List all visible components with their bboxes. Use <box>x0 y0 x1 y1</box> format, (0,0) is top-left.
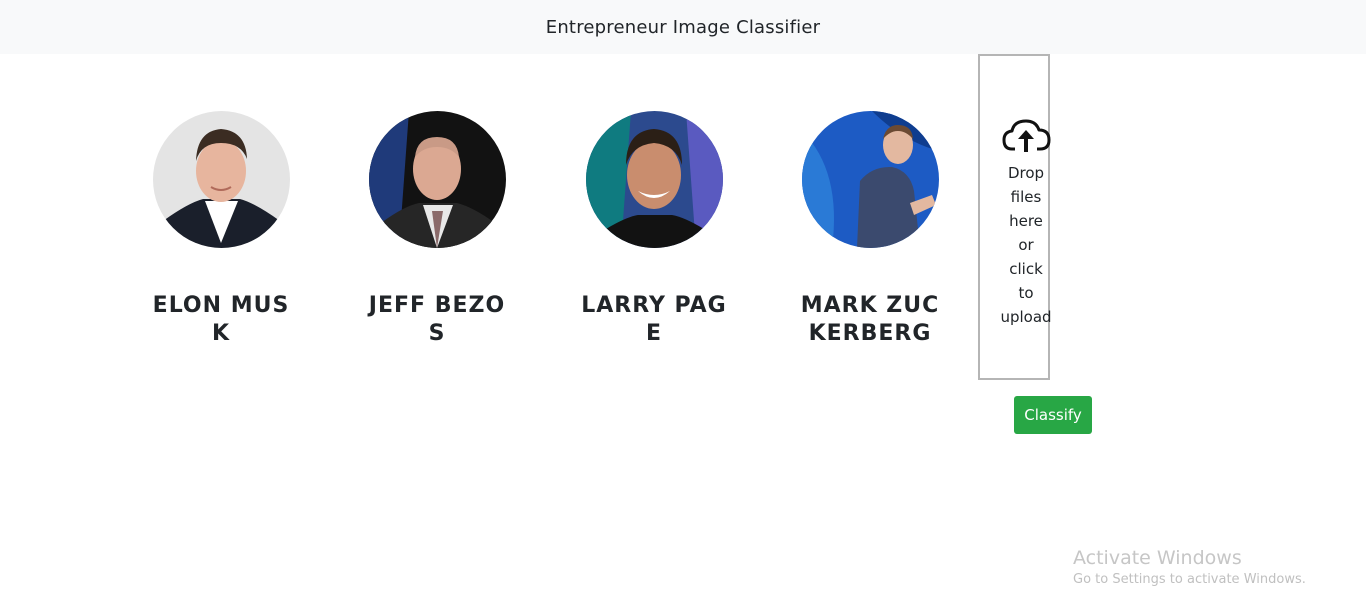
navbar: Entrepreneur Image Classifier <box>0 0 1366 54</box>
classify-button[interactable]: Classify <box>1014 396 1092 434</box>
person-card-larry-page: LARRY PAGE <box>574 111 734 348</box>
dropzone-label: Drop files here or click to upload <box>1000 164 1052 326</box>
person-card-elon-musk: ELON MUSK <box>141 111 301 348</box>
app-title: Entrepreneur Image Classifier <box>545 16 821 38</box>
watermark-subtitle: Go to Settings to activate Windows. <box>1073 572 1306 587</box>
mark-zuckerberg-photo <box>801 111 939 248</box>
person-card-mark-zuckerberg: MARK ZUCKERBERG <box>790 111 950 348</box>
watermark-title: Activate Windows <box>1073 547 1242 569</box>
person-card-jeff-bezos: JEFF BEZOS <box>357 111 517 348</box>
person-name: MARK ZUCKERBERG <box>800 293 940 346</box>
activate-windows-watermark: Activate Windows Go to Settings to activ… <box>1073 546 1306 590</box>
jeff-bezos-photo <box>368 111 506 248</box>
elon-musk-photo <box>152 111 290 248</box>
larry-page-photo <box>585 111 723 248</box>
person-name: JEFF BEZOS <box>368 293 506 346</box>
file-dropzone[interactable]: Drop files here or click to upload <box>978 54 1052 380</box>
cloud-upload-icon <box>1002 118 1052 154</box>
person-name: LARRY PAGE <box>581 293 727 346</box>
person-name: ELON MUSK <box>152 293 290 346</box>
